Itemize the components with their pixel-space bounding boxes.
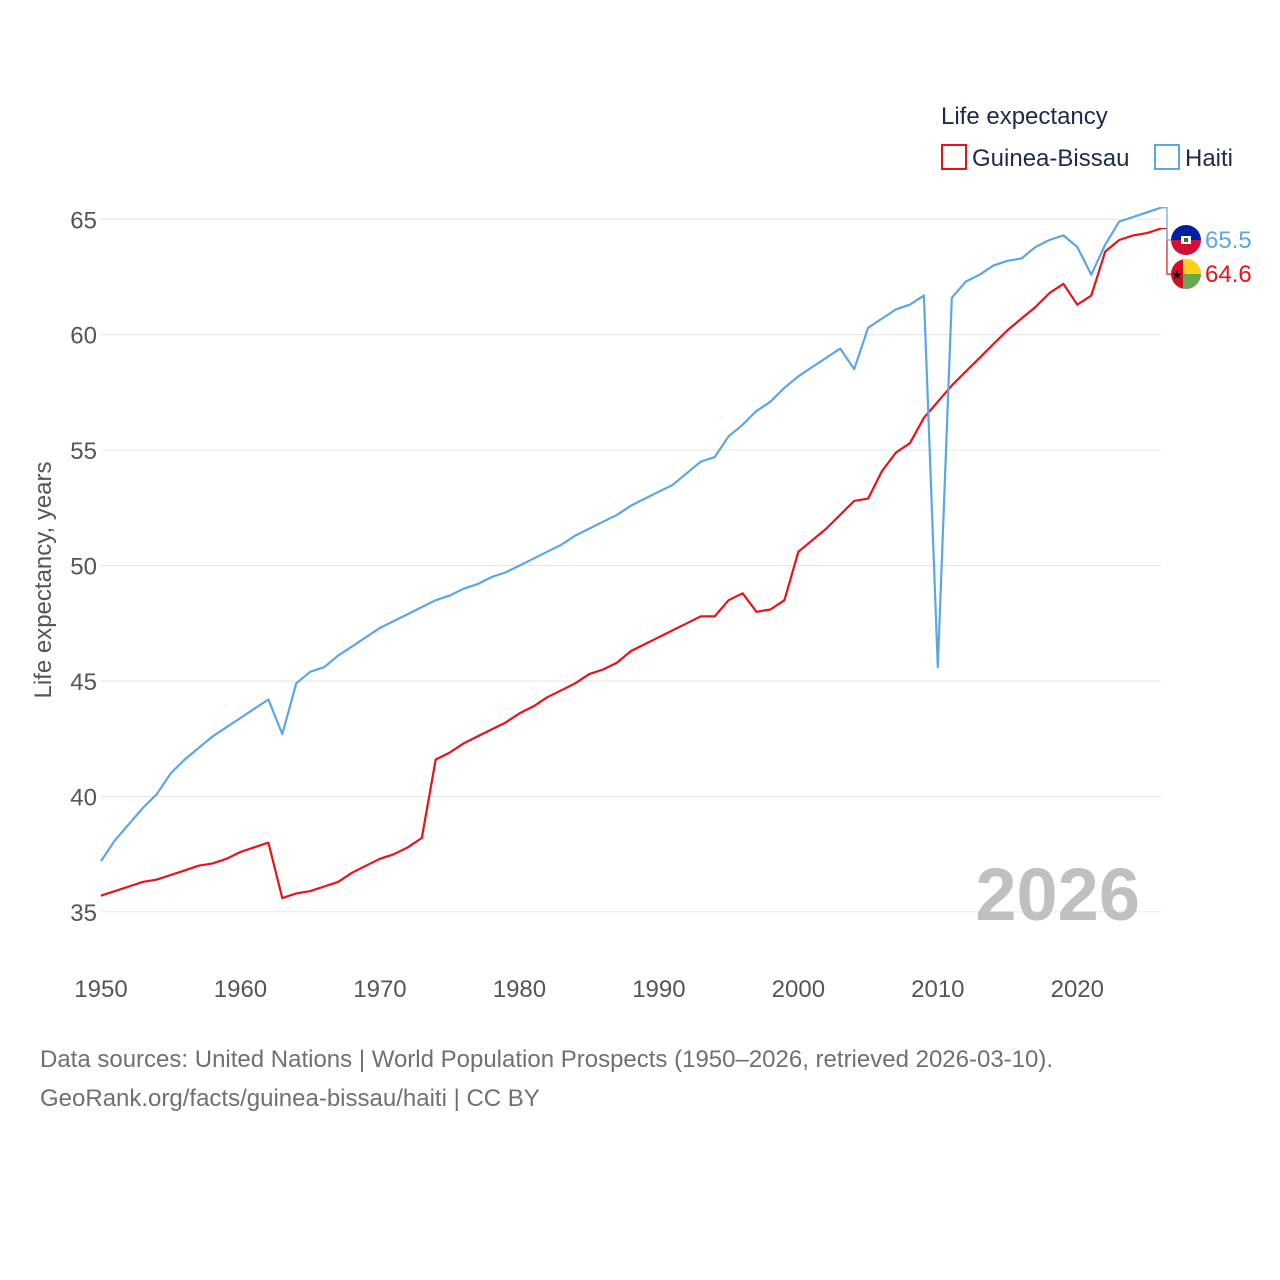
legend: Life expectancy Guinea-Bissau Haiti [941, 103, 1233, 172]
y-tick-label: 45 [70, 669, 97, 696]
series-line-haiti[interactable] [100, 206, 1162, 862]
end-value-haiti: 65.5 [1205, 227, 1252, 254]
x-tick-label: 1990 [632, 976, 685, 1003]
y-axis-ticks: 35 40 45 50 55 60 65 [70, 207, 97, 927]
x-tick-label: 1970 [353, 976, 406, 1003]
y-tick-label: 55 [70, 438, 97, 465]
x-tick-label: 2020 [1051, 976, 1104, 1003]
x-tick-label: 2010 [911, 976, 964, 1003]
year-watermark: 2026 [975, 853, 1140, 936]
series-lines [100, 206, 1162, 900]
x-tick-label: 1960 [214, 976, 267, 1003]
series-line-guinea-bissau[interactable] [100, 227, 1162, 900]
legend-label-haiti[interactable]: Haiti [1185, 145, 1233, 172]
legend-label-guinea-bissau[interactable]: Guinea-Bissau [972, 145, 1129, 172]
grid-lines [101, 218, 1161, 913]
footer-attribution[interactable]: GeoRank.org/facts/guinea-bissau/haiti | … [40, 1085, 540, 1112]
svg-text:★: ★ [1172, 268, 1183, 282]
end-connector-guinea-bissau [1161, 227, 1172, 275]
y-tick-label: 40 [70, 784, 97, 811]
haiti-flag-icon [1171, 225, 1201, 255]
x-axis-ticks: 1950 1960 1970 1980 1990 2000 2010 2020 [74, 976, 1104, 1003]
footer-sources: Data sources: United Nations | World Pop… [40, 1046, 1054, 1073]
legend-title: Life expectancy [941, 103, 1108, 130]
x-tick-label: 1950 [74, 976, 127, 1003]
y-tick-label: 60 [70, 323, 97, 350]
y-tick-label: 35 [70, 900, 97, 927]
x-tick-label: 2000 [772, 976, 825, 1003]
guinea-bissau-flag-icon: ★ [1171, 259, 1201, 289]
end-connector-haiti [1161, 207, 1172, 241]
end-value-guinea-bissau: 64.6 [1205, 261, 1252, 288]
legend-swatch-guinea-bissau[interactable] [941, 144, 967, 170]
x-tick-label: 1980 [493, 976, 546, 1003]
end-labels: ★ 64.6 65.5 [1161, 207, 1252, 289]
legend-swatch-haiti[interactable] [1154, 144, 1180, 170]
y-tick-label: 50 [70, 554, 97, 581]
y-tick-label: 65 [70, 207, 97, 234]
y-axis-label: Life expectancy, years [30, 461, 57, 698]
